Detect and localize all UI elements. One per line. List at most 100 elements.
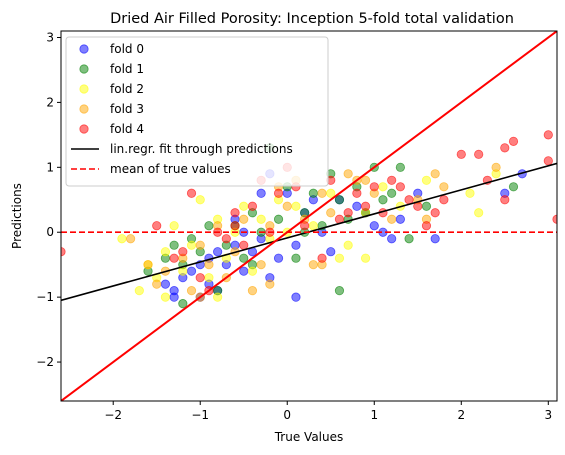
y-tick-label: 2 (46, 95, 54, 109)
scatter-point-fold-2-32 (334, 253, 345, 263)
x-tick-label: 1 (370, 408, 378, 422)
scatter-point-fold-4-30 (430, 208, 440, 218)
scatter-point-fold-3-19 (308, 260, 318, 270)
scatter-point-fold-3-30 (265, 279, 275, 289)
legend-label-fold-4: fold 4 (110, 122, 144, 136)
scatter-point-fold-2-33 (360, 253, 371, 263)
scatter-point-fold-4-29 (421, 221, 432, 231)
scatter-point-fold-3-27 (430, 169, 440, 179)
scatter-point-fold-1-29 (421, 201, 432, 211)
scatter-point-fold-4-17 (300, 221, 310, 231)
scatter-point-fold-4-32 (456, 149, 466, 159)
scatter-point-fold-4-20 (343, 208, 353, 218)
scatter-point-fold-2-14 (247, 266, 258, 276)
scatter-point-fold-4-37 (508, 136, 519, 146)
scatter-point-fold-1-16 (291, 253, 301, 263)
y-tick-label: 3 (46, 30, 54, 44)
scatter-point-fold-4-22 (360, 201, 371, 211)
x-tick-label: 2 (457, 408, 465, 422)
scatter-point-fold-2-20 (308, 221, 318, 231)
legend-marker-fold-1 (79, 64, 89, 74)
scatter-point-fold-2-21 (326, 188, 336, 198)
legend-marker-fold-3 (79, 104, 89, 114)
scatter-point-fold-1-10 (239, 253, 249, 263)
scatter-point-fold-1-26 (378, 195, 388, 205)
scatter-point-fold-1-2 (169, 240, 179, 250)
scatter-point-fold-1-32 (178, 299, 188, 309)
scatter-point-fold-0-26 (369, 221, 379, 231)
scatter-point-fold-0-16 (256, 188, 266, 198)
scatter-point-fold-4-25 (387, 175, 397, 185)
scatter-point-fold-4-0 (61, 247, 66, 257)
x-tick-label: −2 (104, 408, 122, 422)
scatter-point-fold-1-21 (334, 195, 345, 205)
scatter-point-fold-2-26 (421, 175, 432, 185)
x-axis-label: True Values (274, 430, 344, 444)
scatter-point-fold-0-3 (186, 266, 197, 276)
y-axis-label: Predictions (10, 183, 24, 249)
scatter-point-fold-1-18 (308, 188, 318, 198)
scatter-point-fold-0-8 (213, 247, 223, 257)
scatter-point-fold-4-2 (169, 253, 179, 263)
scatter-point-fold-4-41 (230, 221, 240, 231)
scatter-point-fold-3-33 (360, 175, 371, 185)
scatter-point-fold-3-6 (195, 240, 205, 250)
legend-label-fold-3: fold 3 (110, 102, 144, 116)
identity-line (61, 31, 557, 401)
y-tick-label: 0 (46, 225, 54, 239)
scatter-point-fold-4-31 (439, 195, 449, 205)
x-tick-label: 0 (283, 408, 291, 422)
scatter-point-fold-1-6 (204, 221, 214, 231)
legend-marker-fold-2 (79, 84, 89, 94)
chart-title: Dried Air Filled Porosity: Inception 5-f… (110, 11, 514, 27)
scatter-point-fold-4-33 (474, 149, 484, 159)
scatter-point-fold-1-27 (395, 162, 405, 172)
scatter-point-fold-1-28 (404, 234, 414, 244)
y-tick-label: −1 (36, 290, 54, 304)
legend-label-line-1: mean of true values (110, 162, 231, 176)
scatter-point-fold-2-13 (239, 201, 249, 211)
scatter-point-fold-3-0 (126, 234, 136, 244)
scatter-point-fold-4-23 (369, 182, 379, 192)
scatter-point-fold-4-38 (543, 130, 553, 140)
scatter-point-fold-2-5 (169, 221, 179, 231)
scatter-point-fold-2-24 (378, 182, 388, 192)
legend-box (65, 36, 329, 187)
scatter-point-fold-4-26 (395, 182, 405, 192)
scatter-point-fold-3-28 (439, 182, 449, 192)
scatter-point-fold-0-33 (160, 279, 171, 289)
scatter-point-fold-2-19 (291, 201, 301, 211)
scatter-point-fold-0-30 (430, 234, 440, 244)
scatter-point-fold-2-4 (160, 247, 171, 257)
x-tick-label: 3 (544, 408, 552, 422)
scatter-point-fold-2-31 (213, 292, 223, 302)
scatter-point-fold-3-29 (491, 162, 501, 172)
scatter-point-fold-2-9 (204, 273, 214, 283)
scatter-point-fold-3-1 (143, 260, 153, 270)
scatter-point-fold-3-13 (256, 260, 266, 270)
scatter-point-fold-3-7 (204, 260, 214, 270)
scatter-point-fold-4-11 (247, 201, 258, 211)
legend-label-fold-2: fold 2 (110, 82, 144, 96)
scatter-point-fold-3-5 (186, 286, 197, 296)
scatter-point-fold-4-1 (152, 221, 162, 231)
scatter-point-fold-3-25 (387, 214, 397, 224)
scatter-point-fold-2-29 (474, 208, 484, 218)
scatter-point-fold-4-21 (352, 188, 362, 198)
legend-marker-fold-4 (79, 124, 89, 134)
legend-label-fold-0: fold 0 (110, 42, 144, 56)
scatter-point-fold-0-18 (273, 253, 284, 263)
scatter-point-fold-3-11 (239, 214, 249, 224)
scatter-point-fold-4-14 (273, 188, 284, 198)
legend-label-fold-1: fold 1 (110, 62, 144, 76)
scatter-point-fold-0-20 (291, 240, 301, 250)
plot-frame (60, 30, 558, 402)
scatter-point-fold-0-25 (352, 201, 362, 211)
scatter-point-fold-1-14 (273, 214, 284, 224)
scatter-point-fold-4-3 (178, 247, 188, 257)
scatter-point-fold-2-8 (195, 195, 205, 205)
scatter-point-fold-2-1 (134, 286, 144, 296)
scatter-point-fold-3-20 (317, 188, 327, 198)
scatter-point-fold-4-35 (500, 195, 510, 205)
